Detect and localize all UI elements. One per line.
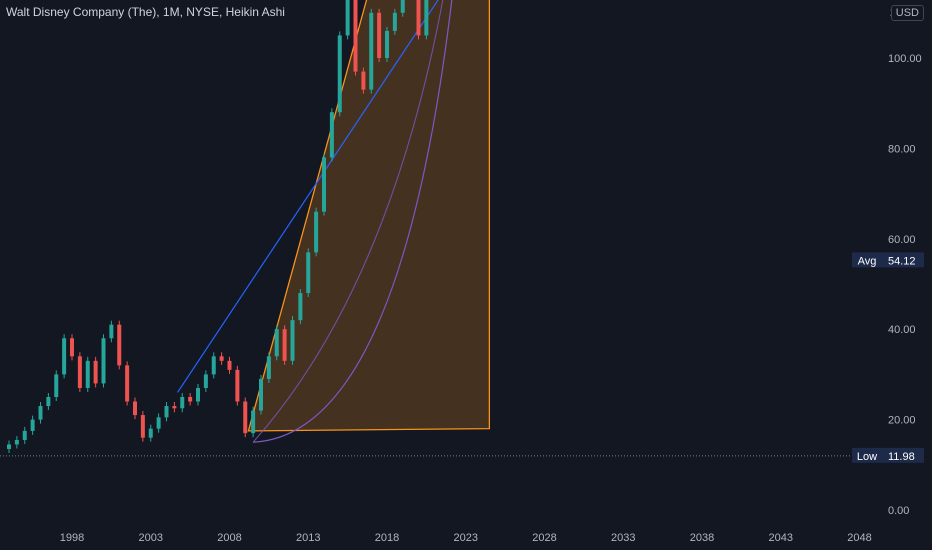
candle-body bbox=[70, 338, 74, 357]
candle-body bbox=[7, 444, 11, 449]
candle-body bbox=[93, 360, 98, 384]
time-axis-tick: 2018 bbox=[375, 532, 399, 544]
price-axis-tick: 60.00 bbox=[888, 234, 916, 246]
time-axis-tick: 2043 bbox=[769, 532, 793, 544]
candle-body bbox=[235, 369, 240, 402]
candle-body bbox=[274, 329, 279, 357]
candle-body bbox=[298, 293, 303, 321]
currency-selector[interactable]: USD bbox=[890, 5, 924, 21]
candle-body bbox=[180, 397, 185, 409]
candle-body bbox=[251, 410, 256, 434]
low-tag-value-bg bbox=[882, 447, 924, 463]
avg-tag-value: 54.12 bbox=[888, 255, 916, 267]
time-axis-tick: 2008 bbox=[217, 532, 241, 544]
candle-body bbox=[361, 71, 366, 90]
low-tag-label-bg bbox=[852, 447, 882, 463]
candle-body bbox=[385, 30, 389, 58]
candle-body bbox=[62, 338, 67, 375]
candle-body bbox=[369, 12, 374, 90]
candle-body bbox=[38, 406, 43, 420]
time-axis-tick: 2013 bbox=[296, 532, 320, 544]
low-tag-label: Low bbox=[857, 451, 877, 463]
candle-body bbox=[172, 406, 177, 409]
candle-body bbox=[77, 356, 82, 388]
candle-body bbox=[133, 401, 137, 416]
candle-body bbox=[314, 211, 319, 253]
candle-body bbox=[400, 0, 405, 13]
candle-body bbox=[416, 0, 421, 36]
time-axis-tick: 2028 bbox=[532, 532, 556, 544]
candle-body bbox=[337, 35, 342, 113]
candle-body bbox=[219, 356, 224, 361]
arc-curve-drawing[interactable] bbox=[253, 0, 478, 443]
candle-body bbox=[156, 417, 161, 429]
candle-body bbox=[46, 397, 51, 407]
price-axis-tick: 0.00 bbox=[888, 505, 909, 517]
time-axis-tick: 2023 bbox=[454, 532, 478, 544]
price-axis-tick: 20.00 bbox=[888, 415, 916, 427]
price-axis-tick: 100.00 bbox=[888, 53, 922, 65]
candle-body bbox=[377, 12, 382, 59]
avg-tag-label: Avg bbox=[858, 255, 877, 267]
time-axis-tick: 2038 bbox=[690, 532, 714, 544]
candle-body bbox=[306, 252, 311, 294]
time-axis-tick: 2003 bbox=[139, 532, 163, 544]
candle-body bbox=[85, 360, 90, 388]
price-axis-tick: 80.00 bbox=[888, 143, 916, 155]
low-tag-value: 11.98 bbox=[888, 451, 915, 463]
candle-body bbox=[329, 112, 334, 158]
candle-body bbox=[188, 397, 193, 402]
candle-body bbox=[424, 0, 429, 36]
time-axis-tick: 2033 bbox=[611, 532, 635, 544]
candle-body bbox=[30, 419, 35, 431]
candle-body bbox=[392, 12, 397, 31]
candle-body bbox=[266, 356, 271, 379]
avg-tag-value-bg bbox=[882, 252, 924, 268]
price-axis-tick: 40.00 bbox=[888, 324, 916, 336]
candle-body bbox=[353, 0, 358, 72]
avg-tag-label-bg bbox=[852, 252, 882, 268]
time-axis-tick: 1998 bbox=[60, 532, 84, 544]
candle-body bbox=[290, 320, 295, 361]
candle-body bbox=[345, 0, 350, 36]
candle-body bbox=[322, 157, 326, 212]
candle-body bbox=[259, 378, 263, 411]
candle-body bbox=[101, 338, 106, 384]
candle-body bbox=[117, 324, 122, 366]
candle-body bbox=[54, 374, 59, 397]
time-axis-tick: 2048 bbox=[847, 532, 871, 544]
candle-body bbox=[164, 406, 169, 418]
inner-curve-drawing[interactable] bbox=[252, 0, 470, 443]
triangle-drawing[interactable] bbox=[247, 0, 491, 432]
candle-body bbox=[227, 360, 232, 370]
symbol-title[interactable]: Walt Disney Company (The), 1M, NYSE, Hei… bbox=[6, 5, 285, 19]
candle-body bbox=[14, 439, 19, 445]
candle-body bbox=[203, 374, 208, 388]
candle-body bbox=[140, 415, 145, 438]
candle-body bbox=[211, 356, 216, 375]
candle-body bbox=[282, 329, 287, 361]
candle-body bbox=[125, 365, 130, 402]
candle-body bbox=[243, 401, 248, 434]
trendline-drawing[interactable] bbox=[177, 0, 463, 393]
candle-body bbox=[22, 430, 27, 440]
candle-body bbox=[148, 428, 153, 438]
candle-body bbox=[196, 387, 200, 402]
candle-body bbox=[109, 324, 114, 339]
